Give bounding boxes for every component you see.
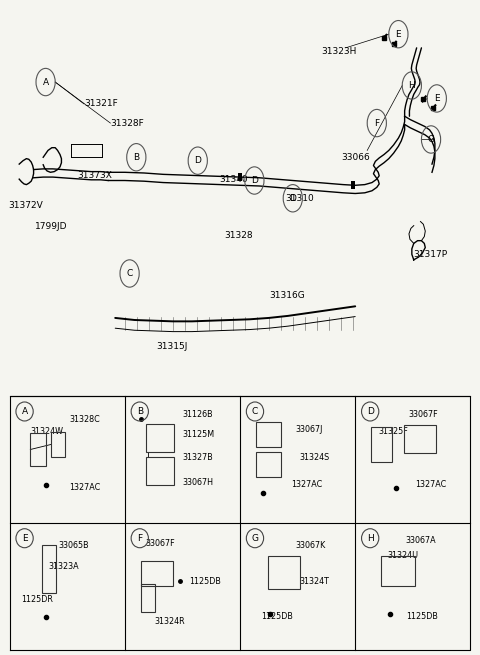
Text: 33067H: 33067H — [182, 478, 214, 487]
Text: 31321F: 31321F — [84, 100, 118, 109]
Text: 1327AC: 1327AC — [415, 481, 446, 489]
Text: 31317P: 31317P — [414, 250, 448, 259]
Text: 1327AC: 1327AC — [291, 481, 322, 489]
Text: 31372V: 31372V — [9, 200, 43, 210]
Text: 1125DB: 1125DB — [406, 612, 438, 622]
Text: 31328F: 31328F — [110, 119, 144, 128]
Text: 1125DB: 1125DB — [189, 577, 221, 586]
Text: 31324T: 31324T — [300, 577, 330, 586]
Text: 33067K: 33067K — [295, 541, 325, 550]
Text: 31315J: 31315J — [156, 342, 187, 351]
Text: 31327B: 31327B — [182, 453, 213, 462]
Text: 31125M: 31125M — [182, 430, 215, 439]
Text: F: F — [374, 119, 379, 128]
Text: 33067J: 33067J — [295, 424, 323, 434]
Text: 1125DR: 1125DR — [21, 595, 53, 603]
Text: E: E — [434, 94, 440, 103]
Text: E: E — [396, 29, 401, 39]
Text: D: D — [194, 156, 201, 165]
Text: 33067F: 33067F — [408, 409, 438, 419]
Text: 33065B: 33065B — [58, 541, 89, 550]
Text: 31310: 31310 — [286, 194, 314, 203]
FancyBboxPatch shape — [351, 181, 355, 189]
Text: H: H — [408, 81, 415, 90]
Text: 1125DB: 1125DB — [261, 612, 293, 622]
Text: H: H — [367, 534, 373, 543]
Text: 31323H: 31323H — [322, 47, 357, 56]
Text: D: D — [289, 194, 296, 203]
Text: C: C — [126, 269, 133, 278]
Text: 31324W: 31324W — [30, 427, 63, 436]
Text: 31340: 31340 — [219, 175, 248, 183]
Text: A: A — [22, 407, 28, 416]
FancyBboxPatch shape — [238, 173, 242, 181]
Text: G: G — [252, 534, 258, 543]
Text: 31126B: 31126B — [182, 409, 213, 419]
Text: D: D — [251, 176, 258, 185]
Text: 31328: 31328 — [225, 231, 253, 240]
Text: 31328C: 31328C — [70, 415, 100, 424]
Text: F: F — [137, 534, 143, 543]
Text: C: C — [252, 407, 258, 416]
Text: 31373X: 31373X — [77, 170, 112, 179]
Text: 31324S: 31324S — [300, 453, 330, 462]
Text: 31323A: 31323A — [49, 561, 79, 571]
Text: 33066: 33066 — [341, 153, 370, 162]
Text: 33067A: 33067A — [406, 536, 436, 545]
Text: G: G — [428, 135, 434, 144]
Text: 1327AC: 1327AC — [70, 483, 101, 492]
Text: 31324U: 31324U — [387, 552, 419, 561]
Text: B: B — [137, 407, 143, 416]
Text: B: B — [133, 153, 139, 162]
Text: 33067F: 33067F — [145, 539, 175, 548]
Text: D: D — [367, 407, 373, 416]
Text: A: A — [43, 77, 48, 86]
Text: 31324R: 31324R — [155, 618, 185, 626]
Text: 31316G: 31316G — [269, 291, 304, 300]
Text: E: E — [22, 534, 27, 543]
Text: 1799JD: 1799JD — [35, 223, 67, 231]
Text: 31325F: 31325F — [378, 427, 408, 436]
